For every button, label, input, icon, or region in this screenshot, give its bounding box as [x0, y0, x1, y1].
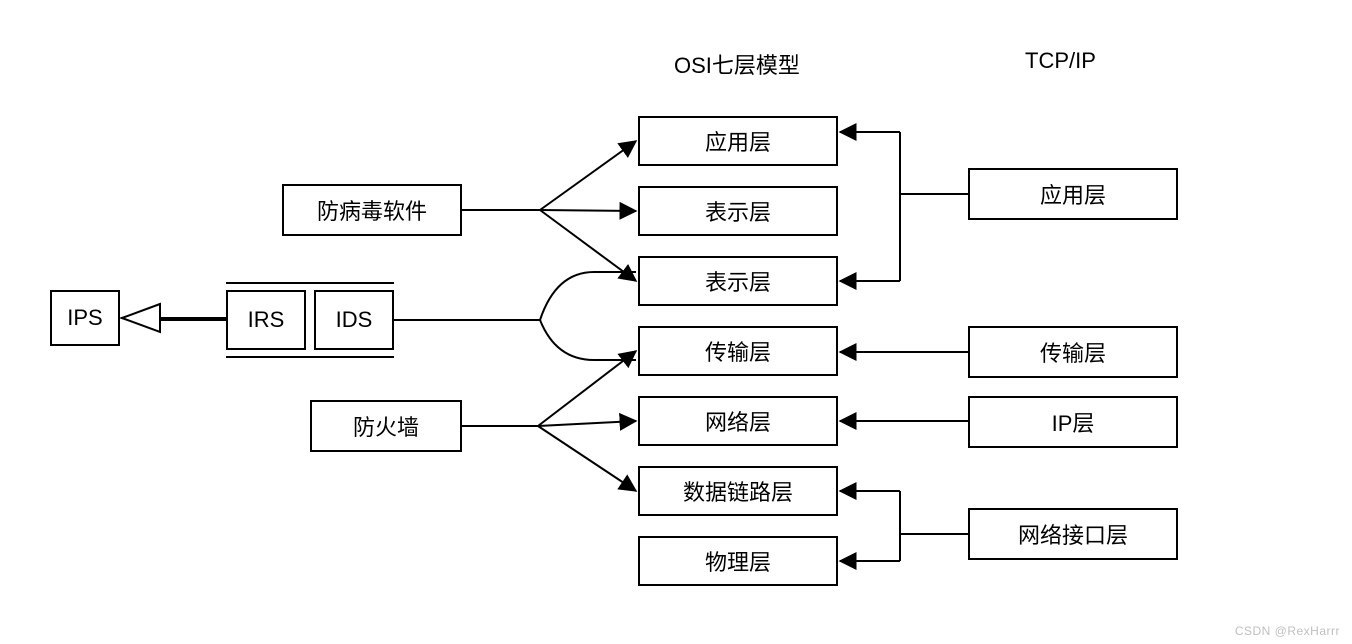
ids-label: IDS — [336, 307, 373, 333]
tcpip-netif: 网络接口层 — [968, 508, 1178, 560]
irs-ids-container: IRS IDS — [226, 282, 394, 358]
osi-header: OSI七层模型 — [674, 48, 800, 80]
firewall-label: 防火墙 — [353, 410, 419, 442]
tcpip-netif-label: 网络接口层 — [1018, 518, 1128, 550]
firewall-node: 防火墙 — [310, 400, 462, 452]
osi-application-label: 应用层 — [705, 125, 771, 157]
tcpip-app-map — [840, 132, 968, 281]
tcpip-ip-label: IP层 — [1052, 406, 1095, 438]
irs-cell: IRS — [226, 290, 306, 350]
osi-datalink: 数据链路层 — [638, 466, 838, 516]
ips-node: IPS — [50, 290, 120, 346]
diagram-root: OSI七层模型 TCP/IP IPS IRS IDS 防病毒软件 防火墙 应用层… — [0, 0, 1352, 644]
tcpip-transport-label: 传输层 — [1040, 336, 1106, 368]
tcpip-transport: 传输层 — [968, 326, 1178, 378]
ids-cell: IDS — [314, 290, 394, 350]
tcpip-netif-map — [840, 491, 968, 561]
tcpip-application-label: 应用层 — [1040, 178, 1106, 210]
osi-physical: 物理层 — [638, 536, 838, 586]
antivirus-node: 防病毒软件 — [282, 184, 462, 236]
osi-session: 表示层 — [638, 256, 838, 306]
tcpip-application: 应用层 — [968, 168, 1178, 220]
osi-datalink-label: 数据链路层 — [683, 475, 793, 507]
osi-presentation: 表示层 — [638, 186, 838, 236]
osi-transport: 传输层 — [638, 326, 838, 376]
antivirus-to-osi — [462, 141, 636, 281]
ips-label: IPS — [67, 305, 102, 331]
osi-transport-label: 传输层 — [705, 335, 771, 367]
osi-physical-label: 物理层 — [705, 545, 771, 577]
osi-network-label: 网络层 — [705, 405, 771, 437]
irs-to-ips-arrow — [122, 304, 226, 332]
osi-presentation-label: 表示层 — [705, 195, 771, 227]
ids-to-osi — [394, 272, 636, 360]
osi-session-label: 表示层 — [705, 265, 771, 297]
tcpip-header: TCP/IP — [1025, 48, 1096, 74]
firewall-to-osi — [462, 351, 636, 491]
irs-label: IRS — [248, 307, 285, 333]
tcpip-ip: IP层 — [968, 396, 1178, 448]
watermark: CSDN @RexHarrr — [1235, 624, 1340, 638]
osi-network: 网络层 — [638, 396, 838, 446]
antivirus-label: 防病毒软件 — [317, 194, 427, 226]
osi-application: 应用层 — [638, 116, 838, 166]
